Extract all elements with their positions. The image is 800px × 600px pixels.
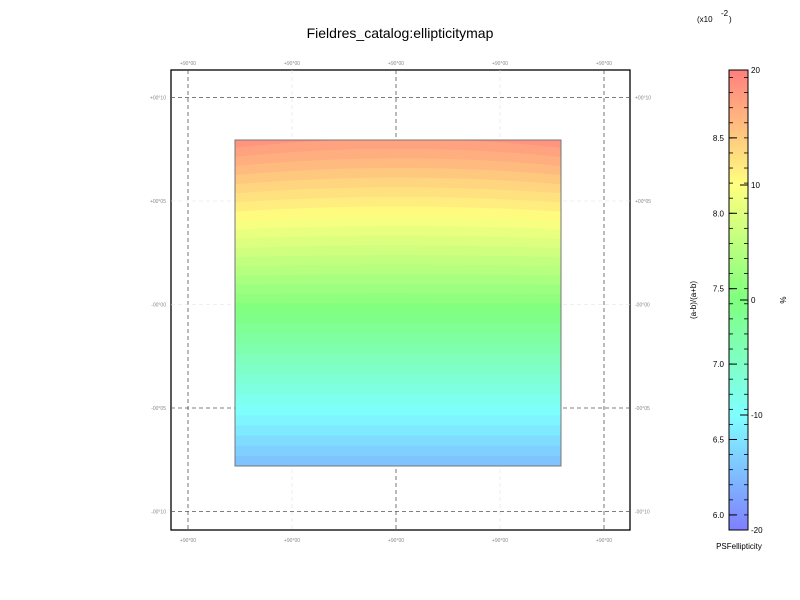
x-tick-label: +90°00: [492, 538, 508, 544]
colorbar-left-tick-label: 6.0: [713, 511, 725, 520]
x-tick-labels-bottom: +90°00 +90°00 +90°00 +90°00 +90°00: [180, 538, 612, 544]
x-tick-label: +90°00: [284, 538, 300, 544]
ellipticity-band: [235, 254, 561, 268]
colorbar-left-tick-label: 8.0: [713, 209, 725, 218]
y-tick-label: +00°10: [150, 96, 166, 102]
ellipticity-band: [235, 374, 561, 386]
ellipticity-band: [235, 455, 561, 466]
ellipticity-band: [235, 384, 561, 396]
y-tick-label: -00°05: [151, 406, 166, 412]
y-tick-label: +00°05: [635, 199, 651, 205]
ellipticity-band: [235, 435, 561, 447]
y-tick-labels-right: +00°10 +00°05 -00°00 -00°05 -00°10: [635, 96, 651, 516]
ellipticity-band: [235, 187, 561, 205]
ellipticity-band: [235, 425, 561, 437]
colorbar-scale-close: ): [729, 15, 732, 24]
ellipticity-band: [235, 283, 561, 296]
ellipticity-band: [235, 293, 561, 305]
colorbar-left-tick-label: 7.5: [713, 285, 725, 294]
ellipticity-band: [235, 167, 561, 186]
colorbar-scale-factor: (x10: [697, 15, 713, 24]
colorbar-right-tick-label: 10: [751, 181, 760, 190]
colorbar-left-tick-label: 8.5: [713, 134, 725, 143]
x-tick-label: +90°00: [596, 61, 612, 67]
x-tick-labels-top: +90°00 +90°00 +90°00 +90°00 +90°00: [180, 61, 612, 67]
colorbar-ticks: 8.5 8.0 7.5 7.0 6.5 6.0 20 10 0 -10 -20: [713, 66, 763, 535]
x-tick-label: +90°00: [596, 538, 612, 544]
ellipticity-band: [235, 158, 561, 177]
ellipticity-band: [235, 353, 561, 365]
ellipticity-band: [235, 264, 561, 278]
x-tick-label: +90°00: [180, 61, 196, 67]
y-tick-label: +00°10: [635, 96, 651, 102]
ellipticity-band: [235, 343, 561, 355]
y-tick-label: -00°05: [635, 406, 650, 412]
x-tick-label: +90°00: [388, 61, 404, 67]
ellipticity-band: [235, 177, 561, 195]
y-tick-label: -00°10: [151, 510, 166, 516]
field-outline: [234, 139, 562, 467]
colorbar-right-tick-label: -10: [751, 411, 763, 420]
colorbar-right-tick-label: -20: [751, 526, 763, 535]
ellipticity-band: [235, 415, 561, 426]
ellipticity-map: [235, 140, 561, 466]
colorbar-left-tick-label: 7.0: [713, 360, 725, 369]
ellipticity-band: [235, 445, 561, 457]
colorbar-left-tick-label: 6.5: [713, 436, 725, 445]
colorbar-right-tick-label: 0: [751, 296, 756, 305]
ellipticity-band: [235, 274, 561, 287]
y-tick-labels-left: +00°10 +00°05 -00°00 -00°05 -00°10: [150, 96, 166, 516]
chart-title: Fieldres_catalog:ellipticitymap: [307, 25, 494, 41]
colorbar-right-axis-label: %: [779, 296, 788, 303]
ellipticity-band: [235, 196, 561, 214]
ellipticity-band: [235, 313, 561, 324]
y-tick-label: +00°05: [150, 199, 166, 205]
ellipticity-band: [235, 404, 561, 416]
colorbar-left-axis-label: (a-b)/(a+b): [689, 281, 698, 319]
ellipticity-band: [235, 394, 561, 406]
ellipticity-band: [235, 364, 561, 375]
x-tick-label: +90°00: [388, 538, 404, 544]
colorbar-right-tick-label: 20: [751, 66, 760, 75]
ellipticity-band: [235, 140, 561, 150]
y-tick-label: -00°00: [151, 303, 166, 309]
x-tick-label: +90°00: [284, 61, 300, 67]
ellipticity-band: [235, 148, 561, 168]
colorbar-scale-exponent: -2: [721, 9, 729, 18]
x-tick-label: +90°00: [180, 538, 196, 544]
x-tick-label: +90°00: [492, 61, 508, 67]
ellipticity-band: [235, 302, 561, 314]
ellipticity-band: [235, 323, 561, 335]
y-tick-label: -00°00: [635, 303, 650, 309]
ellipticity-band: [235, 333, 561, 345]
colorbar-label: PSFellipticity: [716, 542, 762, 551]
y-tick-label: -00°10: [635, 510, 650, 516]
